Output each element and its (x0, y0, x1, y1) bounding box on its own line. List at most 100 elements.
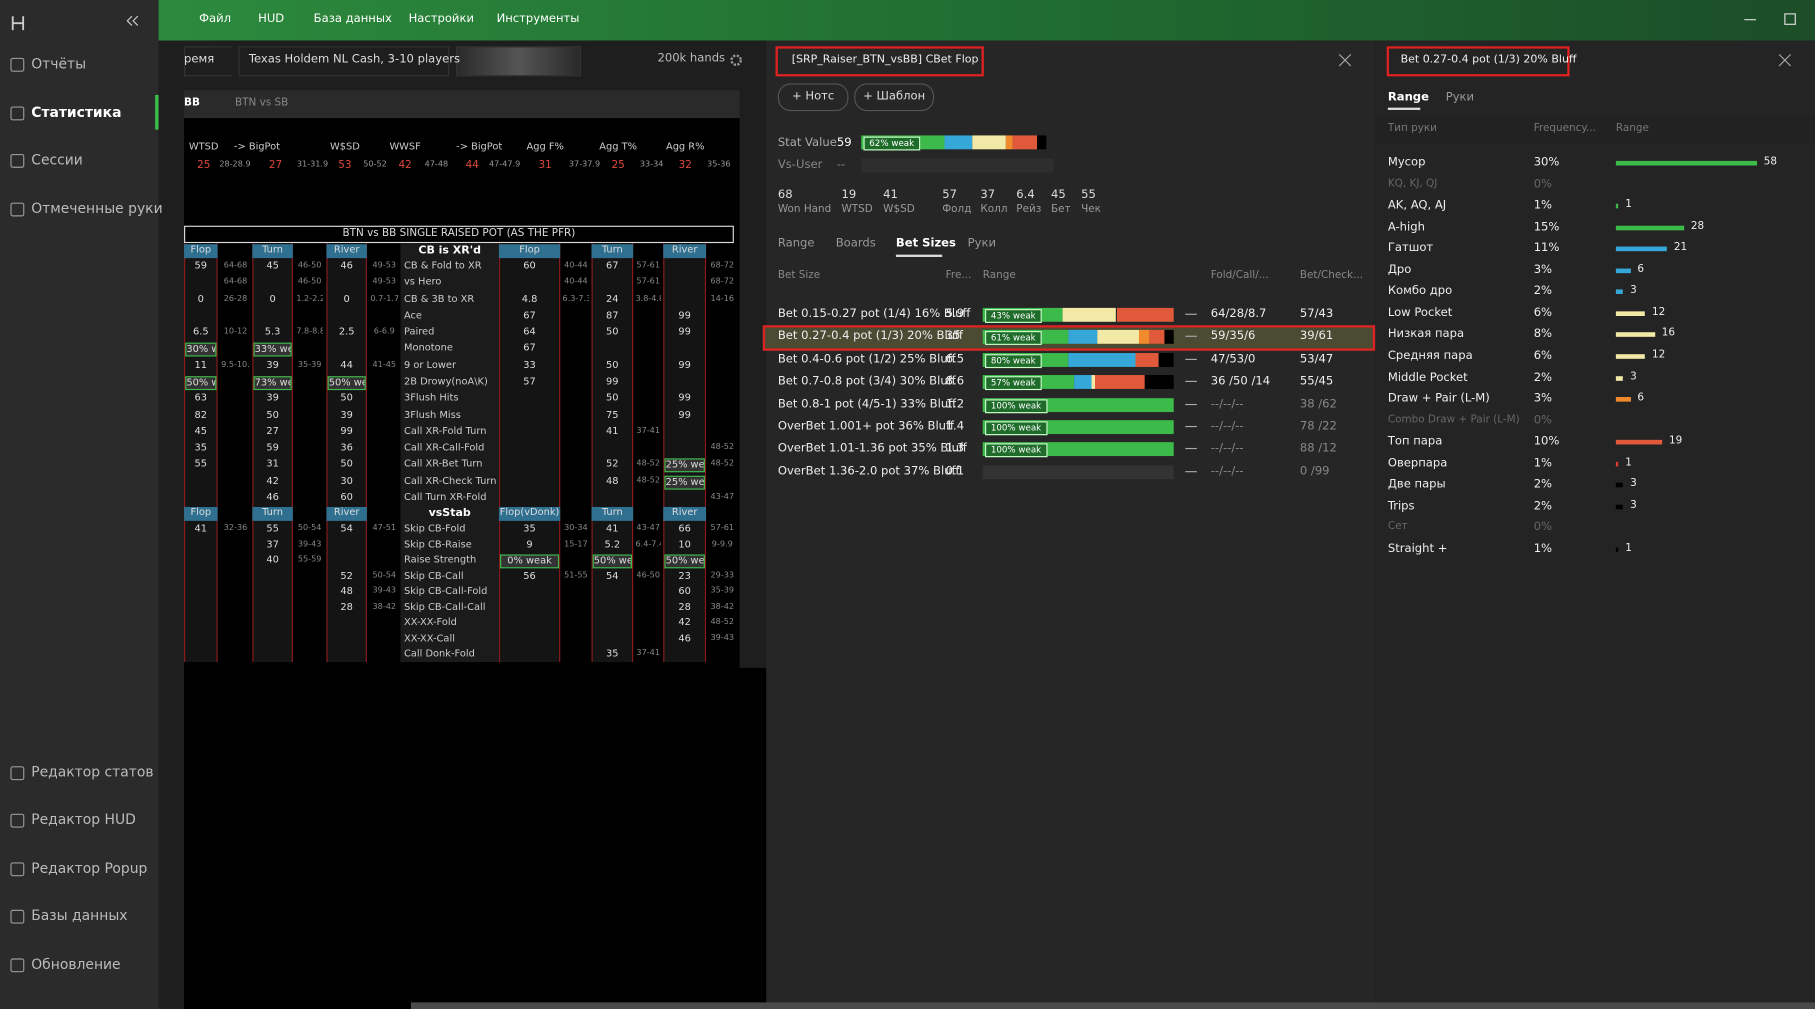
nav-icon (10, 813, 25, 828)
menu-item[interactable]: HUD (258, 12, 285, 26)
hud-stat-label: Agg F% (526, 141, 564, 153)
hud-stat-value: 37-37.9 (568, 159, 601, 169)
hud-cell: 5.3 (264, 326, 281, 339)
nav-item[interactable]: Обновление (31, 956, 121, 973)
frequency: 15% (1533, 220, 1560, 234)
bar-segment (1013, 135, 1038, 150)
nav-item[interactable]: Базы данных (31, 907, 128, 924)
hud-cell: 24 (606, 293, 619, 306)
hud-cell: 35 (606, 648, 619, 660)
hud-cell: 60 (523, 260, 536, 273)
menu-item[interactable]: База данных (313, 12, 392, 26)
settings-icon[interactable] (729, 53, 743, 67)
hud-col-header: River (663, 244, 707, 259)
filter-label[interactable]: ремя (184, 53, 215, 66)
tag-label[interactable]: [SRP_Raiser_BTN_vsBB] CBet Flop (791, 53, 979, 66)
hud-cell: 23 (678, 570, 691, 582)
tab[interactable]: Boards (835, 237, 876, 251)
bet-check: 78 /22 (1299, 420, 1337, 433)
nav-item[interactable]: Отмеченные руки (31, 200, 163, 217)
nav-icon (10, 862, 25, 877)
filter-label[interactable]: Texas Holdem NL Cash, 3-10 players (248, 53, 461, 66)
menu-item[interactable]: Инструменты (496, 12, 580, 26)
tag[interactable] (775, 46, 984, 77)
bar-segment (1074, 375, 1092, 390)
hud-section-header: CB is XR'd (418, 244, 481, 257)
button[interactable]: + Шаблон (854, 83, 935, 112)
frequency: 0% (1533, 413, 1553, 427)
close-button[interactable] (1338, 53, 1352, 67)
tab[interactable]: Range (777, 237, 815, 251)
hud-cell: 6.4-7.4 (635, 538, 660, 549)
bar-segment (1158, 352, 1174, 367)
hud-cell: 99 (678, 392, 691, 405)
tab[interactable]: Range (1387, 91, 1429, 105)
bar-segment (1097, 330, 1140, 345)
nav-item[interactable]: Редактор HUD (31, 811, 136, 828)
hud-row-label: CB & Fold to XR (403, 260, 482, 273)
stat-label: WTSD (841, 203, 873, 216)
button[interactable]: + Нотс (777, 83, 849, 112)
fold-call-raise: --/--/-- (1210, 465, 1244, 478)
tab-underline (895, 254, 943, 257)
hud-tab[interactable]: BB (184, 97, 200, 109)
range-value: 3 (1630, 285, 1637, 297)
hud-cell: 99 (606, 376, 619, 388)
range-bar (1615, 225, 1684, 230)
nav-item[interactable]: Отчёты (31, 55, 87, 72)
hud-cell: 37-41 (636, 648, 660, 658)
bar-label: 62% weak (863, 136, 920, 151)
stat-label: Фолд (942, 203, 972, 216)
arrow (1185, 425, 1197, 428)
hand-type: Combo Draw + Pair (L-M) (1387, 413, 1520, 426)
bet-freq: 0.1 (945, 465, 965, 478)
hud-cell: 38-42 (372, 601, 397, 611)
stat-label: Чек (1081, 203, 1101, 216)
nav-item[interactable]: Сессии (31, 151, 83, 168)
hud-badge: 33% we (253, 343, 292, 358)
collapse-button[interactable] (125, 14, 139, 28)
close-button[interactable] (1778, 53, 1792, 67)
tab[interactable]: Руки (967, 237, 997, 251)
hud-cell: 54 (606, 570, 619, 582)
nav-item[interactable]: Редактор статов (31, 763, 154, 781)
hud-cell: 57-61 (636, 260, 660, 270)
hud-cell: 15-17 (564, 538, 588, 549)
hud-cell: 0 (269, 293, 276, 306)
stat-value: 19 (841, 188, 857, 202)
hud-cell: 67 (606, 260, 619, 273)
hud-tab[interactable]: BTN vs SB (234, 97, 289, 109)
blurred-dropdown[interactable] (456, 46, 582, 77)
nav-item[interactable]: Статистика (31, 104, 122, 121)
hand-type: Оверпара (1387, 456, 1448, 470)
hud-cell: 60 (678, 585, 691, 598)
bet-check: 57/43 (1299, 307, 1334, 321)
hud-badge: 30% we (185, 343, 217, 358)
nav-icon (10, 766, 25, 781)
hud-row-label: Monotone (403, 343, 453, 355)
nav-item[interactable]: Редактор Popup (31, 860, 148, 877)
tag[interactable] (1386, 46, 1570, 77)
tag-label[interactable]: Bet 0.27-0.4 pot (1/3) 20% Bluff (1400, 53, 1577, 66)
hud-cell: 45 (194, 425, 208, 438)
frequency: 8% (1533, 328, 1553, 341)
hud-row-label: Skip CB-Fold (403, 523, 466, 535)
bar-segment (1062, 307, 1117, 322)
hud-cell: 99 (340, 425, 353, 438)
hands-count: 200k hands (657, 52, 726, 65)
hud-cell: 50 (340, 392, 353, 405)
range-bar (1615, 246, 1667, 252)
menu-item[interactable]: Файл (199, 12, 232, 26)
menu-item[interactable]: Настройки (408, 12, 474, 26)
tab[interactable]: Руки (1445, 91, 1475, 105)
hud-cell: 54 (340, 523, 353, 535)
window-controls[interactable] (1742, 12, 1806, 28)
hud-cell: 39 (266, 359, 279, 372)
filter-dropdown[interactable] (238, 46, 450, 77)
arrow (1185, 358, 1197, 360)
bar-segment (1135, 352, 1159, 367)
hud-stat-value: 28-28.9 (219, 159, 251, 169)
tab[interactable]: Bet Sizes (895, 237, 956, 251)
filter-dropdown[interactable] (184, 46, 232, 77)
